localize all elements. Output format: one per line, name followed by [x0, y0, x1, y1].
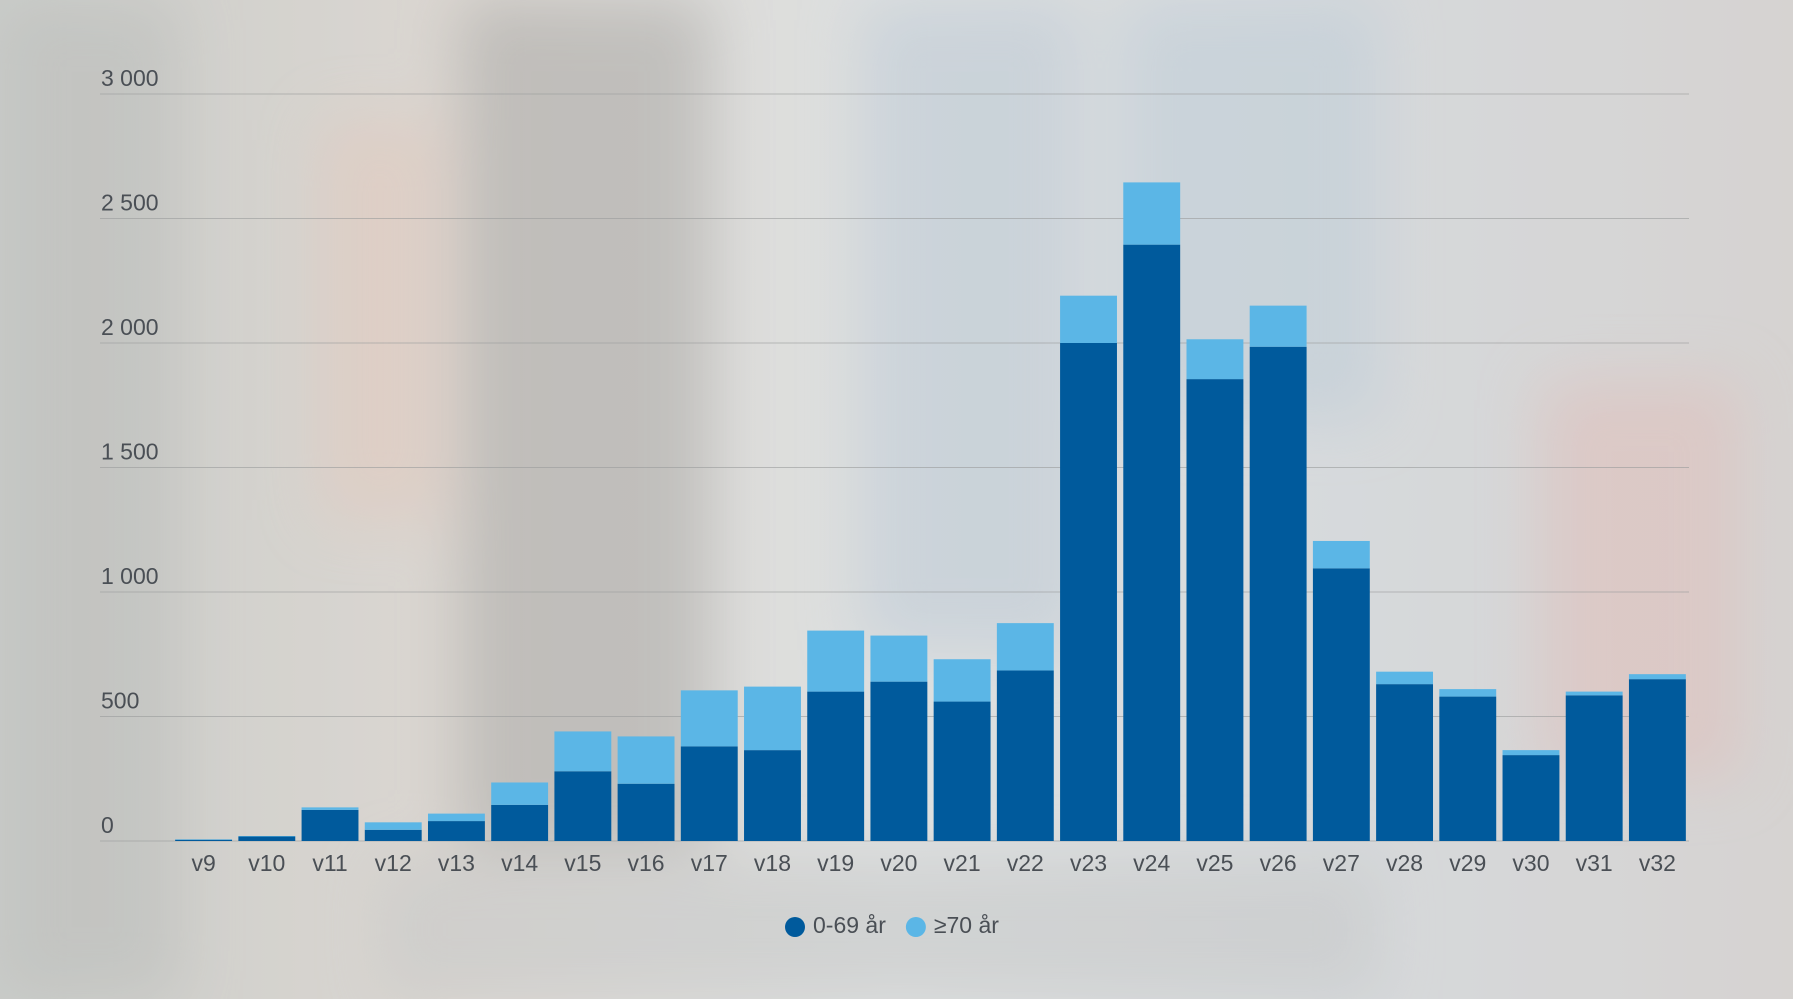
bar-segment — [364, 829, 422, 841]
legend-swatch — [905, 917, 926, 937]
x-tick-label: v13 — [438, 850, 475, 876]
x-tick-label: v12 — [375, 850, 412, 876]
bar-segment — [1123, 182, 1181, 245]
bar-segment — [1376, 671, 1434, 685]
bar-segment — [301, 807, 359, 810]
x-tick-label: v28 — [1386, 850, 1423, 876]
bar-segment — [744, 686, 801, 751]
bar-segment — [933, 659, 991, 702]
bar-segment — [554, 731, 612, 772]
bar-segment — [1439, 689, 1497, 697]
bar-segment — [996, 623, 1054, 671]
y-tick-label: 1 500 — [101, 439, 159, 465]
y-tick-label: 2 500 — [101, 190, 159, 216]
bar-segment — [1249, 305, 1307, 347]
bar-segment — [933, 701, 991, 841]
plot: 0 500 1 000 1 500 2 000 2 500 3 000 v9 v10 v11 v12… — [100, 65, 1689, 938]
x-tick-label: v23 — [1070, 850, 1107, 876]
bar-segment — [1060, 295, 1117, 343]
bar-segment — [1186, 339, 1244, 380]
legend-swatch — [785, 917, 805, 937]
bar-segment — [996, 670, 1054, 841]
x-tick-label: v10 — [248, 850, 285, 876]
bar-segment — [807, 691, 865, 841]
x-tick-label: v18 — [754, 850, 791, 876]
bar-segment — [1628, 674, 1686, 680]
background-photo — [0, 0, 1740, 999]
y-tick-label: 3 000 — [101, 65, 159, 91]
x-tick-label: v31 — [1576, 850, 1613, 876]
y-tick-label: 0 — [101, 812, 114, 838]
x-tick-label: v24 — [1133, 850, 1170, 876]
bar-segment — [554, 771, 612, 841]
y-tick-label: 500 — [101, 688, 139, 714]
x-tick-label: v11 — [312, 850, 347, 876]
bar-segment — [175, 839, 233, 841]
bar-segment — [1376, 684, 1434, 841]
bar-segment — [870, 681, 928, 841]
bar-segment — [680, 690, 738, 747]
x-tick-label: v9 — [191, 850, 215, 876]
bar-segment — [1502, 755, 1560, 841]
bar-segment — [1565, 691, 1623, 696]
x-tick-label: v30 — [1512, 850, 1549, 876]
x-tick-label: v21 — [944, 850, 981, 876]
x-tick-label: v16 — [628, 850, 665, 876]
bar-segment — [364, 822, 422, 830]
x-tick-label: v17 — [691, 850, 728, 876]
y-tick-label: 1 000 — [101, 563, 159, 589]
bar-segment — [1249, 346, 1307, 841]
y-tick-label: 2 000 — [101, 314, 159, 340]
bar-segment — [680, 746, 738, 841]
bar-segment — [238, 836, 296, 841]
x-tick-label: v32 — [1639, 850, 1676, 876]
bar-segment — [1060, 343, 1117, 841]
x-tick-label: v27 — [1323, 850, 1360, 876]
x-tick-label: v25 — [1196, 850, 1233, 876]
bar-segment — [491, 782, 549, 805]
x-tick-label: v26 — [1260, 850, 1297, 876]
bar-segment — [617, 736, 675, 784]
x-tick-label: v20 — [880, 850, 917, 876]
bar-segment — [1123, 244, 1181, 841]
x-tick-label: v22 — [1007, 850, 1044, 876]
bar-segment — [1565, 695, 1623, 841]
bar-segment — [1628, 679, 1686, 841]
bar-segment — [427, 813, 485, 822]
bar-segment — [617, 783, 675, 841]
legend-label: 0-69 år — [813, 912, 886, 938]
bar-segment — [1312, 568, 1370, 841]
bar-segment — [491, 804, 549, 841]
x-tick-label: v29 — [1449, 850, 1486, 876]
bar-segment — [1439, 696, 1497, 841]
bar-segment — [301, 809, 359, 841]
bar-segment — [1186, 379, 1244, 841]
bar-segment — [427, 821, 485, 841]
x-tick-label: v14 — [501, 850, 538, 876]
x-tick-label: v19 — [817, 850, 854, 876]
bar-segment — [807, 630, 865, 692]
x-tick-label: v15 — [564, 850, 601, 876]
bar-segment — [1312, 540, 1370, 569]
bar-segment — [870, 635, 928, 682]
legend-label: ≥70 år — [934, 912, 999, 938]
bar-segment — [744, 750, 801, 841]
bar-segment — [1502, 750, 1560, 756]
